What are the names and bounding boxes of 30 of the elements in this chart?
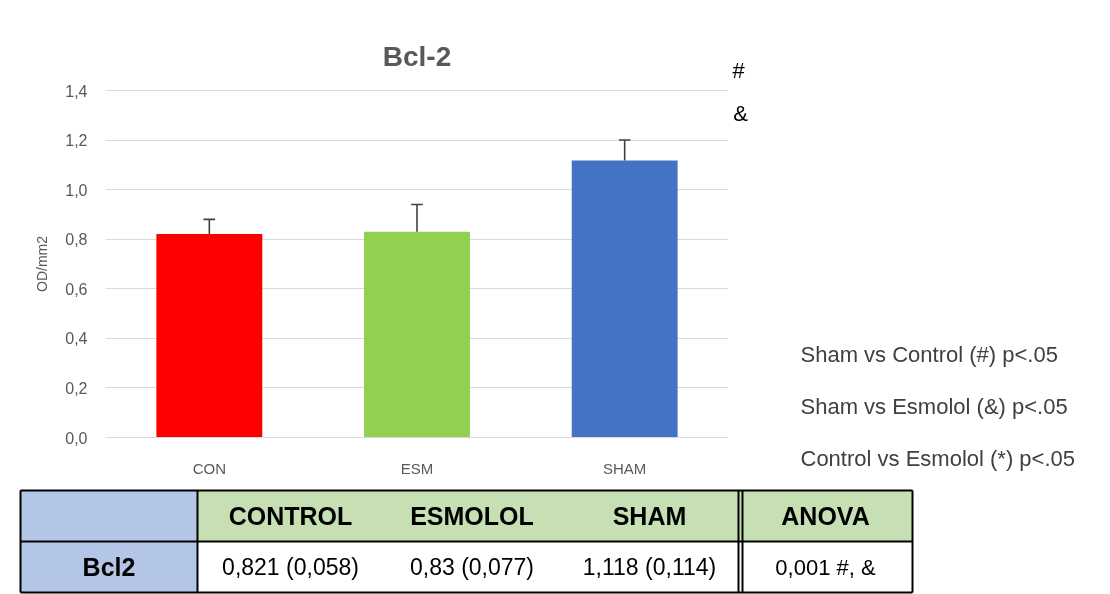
y-tick-label: 1,0 bbox=[65, 181, 88, 199]
y-tick-label: 0,6 bbox=[65, 280, 88, 298]
text: & bbox=[733, 101, 749, 126]
bar bbox=[571, 160, 678, 438]
text: Sham vs Esmolol (&) p<.05 bbox=[800, 394, 1068, 419]
bar bbox=[156, 234, 263, 438]
text: ESMOLOL bbox=[410, 502, 534, 530]
y-tick-label: 1,4 bbox=[65, 82, 88, 100]
data-label: 0,821 (0,058) bbox=[222, 554, 359, 580]
data-label: 1,118 (0,114) bbox=[582, 554, 717, 580]
bar bbox=[364, 231, 470, 438]
y-tick-label: 1,2 bbox=[65, 132, 88, 150]
y-axis-title: OD/mm2 bbox=[34, 235, 51, 292]
text: SHAM bbox=[612, 502, 687, 530]
text: 0,001 #, & bbox=[775, 554, 876, 580]
text: ANOVA bbox=[781, 502, 870, 530]
x-tick-label: ESM bbox=[400, 459, 434, 477]
text: Sham vs Control (#) p<.05 bbox=[800, 342, 1058, 367]
data-label: 0,83 (0,077) bbox=[409, 554, 535, 580]
text: Control vs Esmolol (*) p<.05 bbox=[800, 446, 1075, 471]
text: # bbox=[732, 58, 746, 83]
text: Bcl2 bbox=[82, 553, 136, 581]
y-tick-label: 0,2 bbox=[65, 379, 88, 397]
y-tick-label: 0,0 bbox=[65, 429, 88, 447]
y-tick-label: 0,4 bbox=[65, 330, 88, 348]
y-tick-label: 0,8 bbox=[65, 231, 88, 249]
x-tick-label: CON bbox=[192, 459, 227, 477]
x-tick-label: SHAM bbox=[603, 459, 647, 477]
chart-title: Bcl-2 bbox=[382, 40, 452, 72]
text: CONTROL bbox=[228, 502, 353, 530]
